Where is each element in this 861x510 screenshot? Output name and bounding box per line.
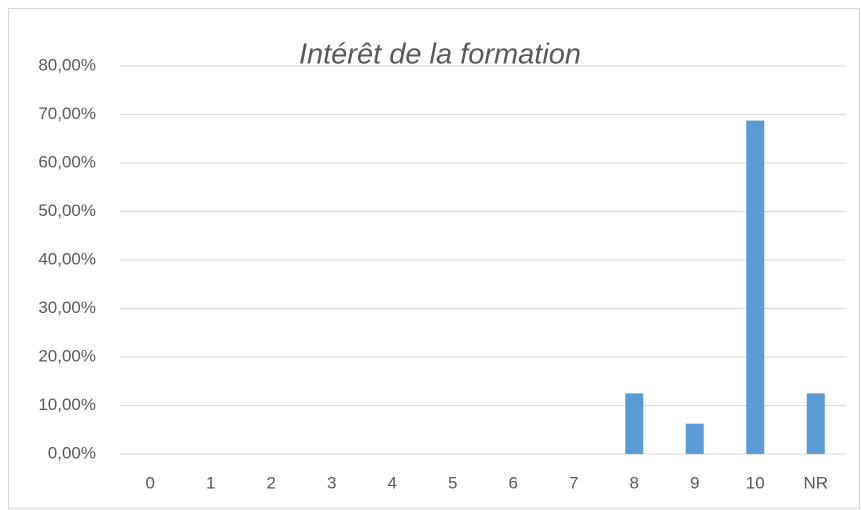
x-tick-label: NR (803, 473, 828, 492)
x-tick-label: 8 (630, 473, 639, 492)
y-tick-label: 10,00% (38, 395, 96, 414)
chart-frame (8, 8, 860, 509)
x-tick-label: 5 (448, 473, 457, 492)
chart-title: Intérêt de la formation (299, 39, 581, 71)
x-tick-label: 1 (206, 473, 215, 492)
y-tick-label: 50,00% (38, 201, 96, 220)
x-tick-label: 4 (388, 473, 397, 492)
bar (685, 423, 704, 454)
bar (806, 393, 825, 454)
y-tick-label: 80,00% (38, 55, 96, 74)
x-tick-label: 9 (690, 473, 699, 492)
bar (746, 120, 765, 454)
x-tick-label: 2 (267, 473, 276, 492)
x-tick-label: 3 (327, 473, 336, 492)
y-tick-label: 20,00% (38, 346, 96, 365)
y-tick-label: 70,00% (38, 104, 96, 123)
x-tick-label: 6 (509, 473, 518, 492)
x-tick-label: 0 (146, 473, 155, 492)
y-tick-label: 60,00% (38, 152, 96, 171)
x-tick-label: 7 (569, 473, 578, 492)
bar (625, 393, 644, 454)
x-tick-label: 10 (746, 473, 765, 492)
y-tick-label: 30,00% (38, 298, 96, 317)
y-tick-label: 40,00% (38, 249, 96, 268)
y-tick-label: 0,00% (48, 443, 96, 462)
